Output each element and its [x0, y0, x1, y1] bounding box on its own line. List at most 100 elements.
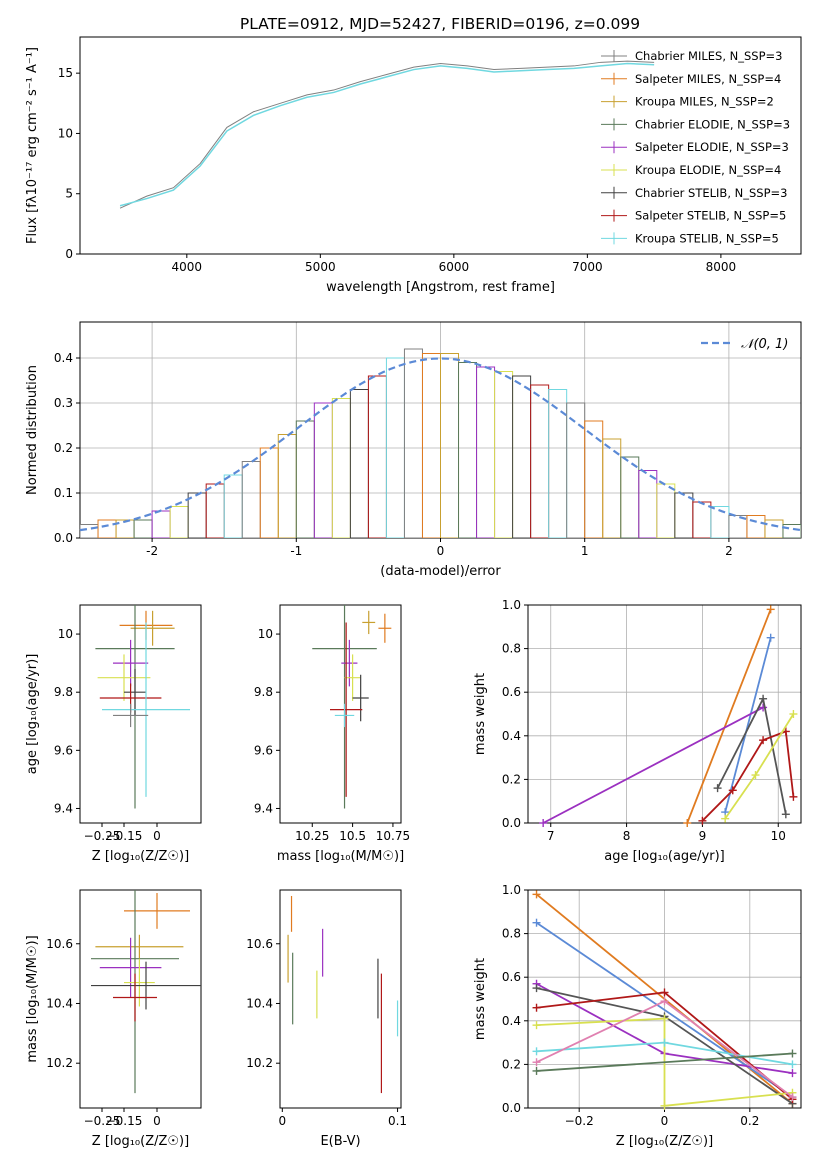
y-axis-label: age [log₁₀(age/yr)]	[25, 654, 40, 775]
histogram-bar	[584, 420, 604, 538]
panel-mass-vs-EBV: 0 0.1 10.2 10.4 10.6 E(B-V)	[246, 889, 407, 1149]
histogram-bar	[313, 402, 333, 538]
histogram-bar	[169, 506, 189, 538]
x-tick-label: 0	[661, 1114, 669, 1128]
spectrum-model-line	[119, 62, 655, 207]
histogram-bar	[530, 384, 550, 538]
y-tick-label: 0.4	[502, 729, 521, 743]
plot-frame	[79, 36, 802, 255]
histogram-bar	[349, 389, 369, 538]
x-tick-label: −0.25	[84, 1114, 121, 1128]
histogram-bar	[151, 510, 171, 538]
x-axis-label: Z [log₁₀(Z/Z☉)]	[92, 1134, 189, 1149]
plot-frame	[79, 889, 202, 1109]
plot-frame	[279, 604, 402, 824]
y-tick-label: 0.1	[54, 486, 73, 500]
histogram-bar	[620, 456, 640, 538]
panel-mass-weight-vs-age: 7 8 9 10 0.0 0.2 0.4 0.6 0.8 1.0 age [log₁₀(age/yr…	[473, 598, 802, 864]
x-axis-label: Z [log₁₀(Z/Z☉)]	[616, 1134, 713, 1149]
y-tick-label: 10	[258, 627, 273, 641]
y-tick-label: 9.4	[54, 801, 73, 815]
histogram-bar	[458, 362, 478, 538]
histogram-bar	[80, 524, 99, 538]
histogram-bar	[476, 366, 496, 538]
y-tick-label: 0.2	[502, 772, 521, 786]
histogram-bar	[512, 375, 532, 538]
x-tick-label: 8000	[706, 260, 737, 274]
plot-frame	[79, 604, 202, 824]
y-tick-label: 10.4	[46, 996, 73, 1010]
y-axis-label: Normed distribution	[25, 365, 40, 495]
x-tick-label: 2	[725, 544, 733, 558]
plot-frame	[527, 604, 802, 824]
x-tick-label: 9	[699, 829, 707, 843]
y-tick-label: 10.4	[246, 996, 273, 1010]
y-tick-label: 9.8	[254, 685, 273, 699]
panel-age-vs-Z: −0.25−0.15 0 9.4 9.6 9.8 10 Z [log₁₀(Z/Z☉)] age…	[25, 604, 202, 864]
histogram-bar	[241, 461, 261, 538]
series-line	[724, 637, 772, 813]
x-tick-label: 5000	[305, 260, 336, 274]
plot-frame	[279, 889, 402, 1109]
histogram-bar	[674, 492, 694, 538]
x-tick-label: 4000	[172, 260, 203, 274]
y-tick-label: 0.6	[502, 685, 521, 699]
x-axis-label: Z [log₁₀(Z/Z☉)]	[92, 849, 189, 864]
histogram-bar	[187, 492, 207, 538]
legend-entry: Kroupa STELIB, N_SSP=5	[635, 231, 779, 245]
histogram-bar	[367, 375, 387, 538]
histogram-bar	[295, 420, 315, 538]
x-tick-label: 10.25	[295, 829, 329, 843]
y-tick-label: 9.6	[254, 743, 273, 757]
y-axis-label: mass [log₁₀(M/M☉)]	[25, 935, 40, 1062]
legend-entry: Salpeter STELIB, N_SSP=5	[635, 209, 786, 223]
histogram-bar	[277, 434, 297, 538]
histogram-bar	[331, 398, 351, 538]
histogram-bar	[746, 515, 766, 538]
y-tick-label: 0	[65, 247, 73, 261]
y-tick-label: 10.6	[46, 937, 73, 951]
y-tick-label: 9.8	[54, 685, 73, 699]
spectrum-data-line	[119, 60, 655, 209]
x-axis-label: (data-model)/error	[380, 564, 501, 579]
x-tick-label: -2	[146, 544, 158, 558]
x-tick-label: 10.75	[376, 829, 410, 843]
y-tick-label: 0.0	[54, 531, 73, 545]
histogram-bar	[656, 483, 676, 538]
y-tick-label: 10.2	[46, 1056, 73, 1070]
y-tick-label: 0.8	[502, 642, 521, 656]
series-line	[536, 921, 793, 1098]
normal-curve	[79, 357, 802, 532]
y-tick-label: 0.4	[54, 351, 73, 365]
x-tick-label: 8	[623, 829, 631, 843]
y-axis-label: Flux [fλ10⁻¹⁷ erg cm⁻² s⁻¹ A⁻¹]	[25, 47, 40, 244]
x-axis-label: mass [log₁₀(M/M☉)]	[277, 849, 404, 864]
x-tick-label: -1	[290, 544, 302, 558]
x-tick-label: 0.1	[388, 1114, 407, 1128]
series-line	[716, 696, 787, 815]
panel-spectrum: 4000 5000 6000 7000 8000 0 5 10 15 wavelength [An…	[25, 36, 802, 295]
x-axis-label: wavelength [Angstrom, rest frame]	[326, 280, 555, 295]
y-tick-label: 10.2	[246, 1056, 273, 1070]
y-tick-label: 0.3	[54, 396, 73, 410]
series-line	[686, 609, 772, 823]
x-tick-label: 10	[771, 829, 786, 843]
histogram-bar	[566, 402, 586, 538]
legend-entry: Chabrier ELODIE, N_SSP=3	[635, 117, 790, 131]
x-axis-label: age [log₁₀(age/yr)]	[604, 849, 725, 864]
histogram-bar	[638, 470, 658, 538]
x-tick-label: −0.2	[565, 1114, 594, 1128]
figure-title: PLATE=0912, MJD=52427, FIBERID=0196, z=0…	[240, 15, 640, 33]
y-tick-label: 0.2	[502, 1057, 521, 1071]
y-tick-label: 10	[58, 627, 73, 641]
y-tick-label: 5	[65, 187, 73, 201]
x-tick-label: 0.2	[740, 1114, 759, 1128]
legend-entry: Kroupa MILES, N_SSP=2	[635, 95, 774, 109]
x-tick-label: 7	[547, 829, 555, 843]
x-tick-label: −0.15	[106, 1114, 143, 1128]
histogram-bar	[782, 524, 801, 538]
x-tick-label: 10.5	[339, 829, 366, 843]
y-tick-label: 1.0	[502, 883, 521, 897]
y-axis-label: mass weight	[473, 673, 488, 755]
